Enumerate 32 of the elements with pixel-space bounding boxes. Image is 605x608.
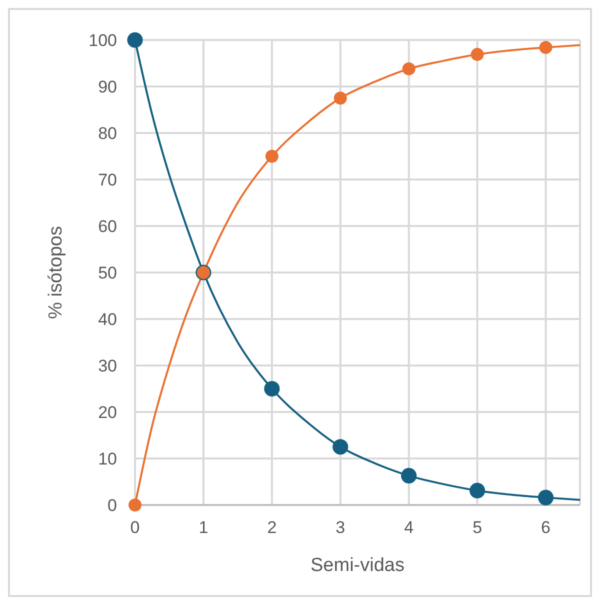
x-tick-label: 5 xyxy=(472,518,482,538)
x-tick-label: 3 xyxy=(336,518,346,538)
point xyxy=(332,439,348,455)
y-tick-label: 20 xyxy=(98,403,117,422)
y-tick-label: 30 xyxy=(98,356,117,376)
x-axis-title: Semi-vidas xyxy=(310,555,404,576)
point xyxy=(539,40,552,54)
y-tick-label: 80 xyxy=(98,124,117,144)
point xyxy=(470,482,486,498)
y-tick-label: 100 xyxy=(88,31,117,50)
point xyxy=(470,48,484,61)
y-tick-label: 10 xyxy=(98,450,117,469)
x-tick-label: 1 xyxy=(198,518,208,538)
point xyxy=(265,150,278,163)
x-tick-label: 4 xyxy=(404,518,414,538)
point xyxy=(264,380,280,397)
x-tick-label: 0 xyxy=(130,518,140,538)
point xyxy=(401,468,417,484)
y-tick-label: 40 xyxy=(98,310,117,330)
point xyxy=(128,498,142,512)
y-axis-title: % isótopos xyxy=(46,226,67,319)
point xyxy=(127,32,143,48)
y-tick-label: 70 xyxy=(98,170,117,190)
x-tick-label: 6 xyxy=(541,518,551,538)
y-tick-label: 0 xyxy=(108,496,117,516)
point xyxy=(334,92,347,105)
point xyxy=(538,490,554,506)
point xyxy=(402,62,416,76)
y-tick-label: 90 xyxy=(98,78,117,97)
y-tick-label: 60 xyxy=(98,217,117,236)
y-tick-label: 50 xyxy=(98,264,117,283)
x-tick-label: 2 xyxy=(267,518,277,538)
